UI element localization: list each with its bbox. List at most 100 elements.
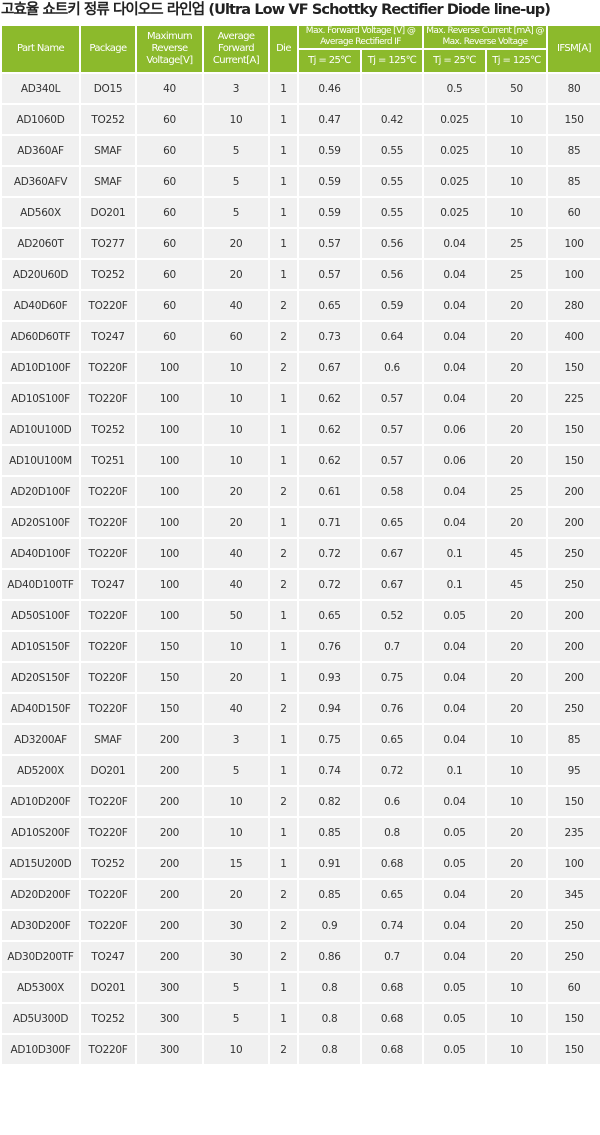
table-row: AD10S200F TO220F 200 10 1 0.85 0.8 0.05 20 235 [0,816,600,849]
cell-ifsm: 345 [546,878,600,911]
cell-vf-tj125: 0.57 [359,413,425,446]
table-row: AD40D100F TO220F 100 40 2 0.72 0.67 0.1 45 250 [0,537,600,570]
cell-die: 1 [268,227,299,260]
table-row: AD40D100TF TO247 100 40 2 0.72 0.67 0.1 45 250 [0,568,600,601]
cell-avg-forward-current: 5 [202,971,270,1004]
cell-vf-tj125: 0.7 [359,940,425,973]
cell-vf-tj125: 0.67 [359,537,425,570]
cell-package: TO220F [79,382,137,415]
table-row: AD3200AF SMAF 200 3 1 0.75 0.65 0.04 10 85 [0,723,600,756]
cell-vf-tj125: 0.75 [359,661,425,694]
cell-vf-tj25: 0.93 [297,661,362,694]
cell-package: SMAF [79,723,137,756]
cell-ifsm: 100 [546,847,600,880]
cell-vf-tj125: 0.59 [359,289,425,322]
cell-ir-tj125: 20 [485,599,549,632]
cell-package: TO252 [79,1002,137,1035]
cell-ifsm: 95 [546,754,600,787]
table-row: AD40D150F TO220F 150 40 2 0.94 0.76 0.04 20 250 [0,692,600,725]
cell-vf-tj125: 0.52 [359,599,425,632]
cell-max-reverse-voltage: 200 [135,723,204,756]
table-row: AD360AFV SMAF 60 5 1 0.59 0.55 0.025 10 85 [0,165,600,198]
table-row: AD10U100D TO252 100 10 1 0.62 0.57 0.06 20 150 [0,413,600,446]
cell-die: 1 [268,630,299,663]
cell-vf-tj125: 0.65 [359,506,425,539]
cell-ir-tj125: 10 [485,165,549,198]
cell-die: 1 [268,506,299,539]
cell-ifsm: 235 [546,816,600,849]
cell-ir-tj25: 0.04 [422,227,488,260]
cell-die: 2 [268,568,299,601]
cell-package: TO220F [79,351,137,384]
cell-avg-forward-current: 20 [202,878,270,911]
cell-ir-tj25: 0.04 [422,940,488,973]
header-max-reverse-current: Max. Reverse Current [mA] @ Max. Reverse… [422,24,549,50]
cell-part-name: AD360AFV [0,165,81,198]
cell-ir-tj25: 0.04 [422,258,488,291]
cell-ifsm: 150 [546,103,600,136]
cell-die: 2 [268,351,299,384]
cell-package: TO220F [79,506,137,539]
cell-ir-tj25: 0.06 [422,413,488,446]
cell-avg-forward-current: 30 [202,909,270,942]
cell-package: DO15 [79,72,137,105]
cell-die: 2 [268,785,299,818]
cell-ifsm: 150 [546,413,600,446]
header-package: Package [79,24,137,74]
cell-avg-forward-current: 40 [202,568,270,601]
cell-max-reverse-voltage: 200 [135,754,204,787]
cell-ifsm: 200 [546,661,600,694]
cell-ir-tj125: 20 [485,816,549,849]
cell-avg-forward-current: 5 [202,165,270,198]
table-row: AD10U100M TO251 100 10 1 0.62 0.57 0.06 20 150 [0,444,600,477]
cell-package: TO252 [79,413,137,446]
cell-max-reverse-voltage: 200 [135,816,204,849]
cell-ifsm: 200 [546,506,600,539]
cell-die: 1 [268,661,299,694]
cell-ir-tj125: 20 [485,506,549,539]
cell-ir-tj125: 10 [485,754,549,787]
cell-vf-tj125: 0.6 [359,351,425,384]
cell-die: 1 [268,1002,299,1035]
cell-avg-forward-current: 15 [202,847,270,880]
header-max-reverse-voltage: Maximum Reverse Voltage[V] [135,24,204,74]
cell-package: TO220F [79,630,137,663]
cell-max-reverse-voltage: 100 [135,351,204,384]
cell-ir-tj125: 10 [485,1002,549,1035]
cell-part-name: AD360AF [0,134,81,167]
cell-ir-tj25: 0.05 [422,599,488,632]
cell-vf-tj25: 0.59 [297,165,362,198]
cell-avg-forward-current: 10 [202,1033,270,1066]
cell-package: TO220F [79,289,137,322]
cell-vf-tj125: 0.7 [359,630,425,663]
cell-max-reverse-voltage: 100 [135,537,204,570]
cell-avg-forward-current: 20 [202,661,270,694]
cell-ir-tj125: 45 [485,568,549,601]
cell-avg-forward-current: 10 [202,785,270,818]
cell-die: 1 [268,196,299,229]
cell-max-reverse-voltage: 60 [135,289,204,322]
cell-max-reverse-voltage: 100 [135,413,204,446]
cell-ir-tj125: 25 [485,475,549,508]
cell-die: 1 [268,971,299,1004]
table-row: AD2060T TO277 60 20 1 0.57 0.56 0.04 25 100 [0,227,600,260]
cell-part-name: AD20U60D [0,258,81,291]
cell-ir-tj25: 0.04 [422,661,488,694]
cell-vf-tj25: 0.86 [297,940,362,973]
cell-vf-tj25: 0.76 [297,630,362,663]
cell-ir-tj25: 0.04 [422,320,488,353]
cell-max-reverse-voltage: 300 [135,1033,204,1066]
cell-max-reverse-voltage: 40 [135,72,204,105]
cell-ir-tj125: 10 [485,134,549,167]
cell-avg-forward-current: 20 [202,475,270,508]
cell-avg-forward-current: 60 [202,320,270,353]
cell-ir-tj25: 0.04 [422,475,488,508]
cell-package: TO220F [79,878,137,911]
cell-package: TO220F [79,785,137,818]
cell-vf-tj25: 0.8 [297,1033,362,1066]
cell-avg-forward-current: 40 [202,692,270,725]
cell-avg-forward-current: 10 [202,630,270,663]
table-row: AD20U60D TO252 60 20 1 0.57 0.56 0.04 25 100 [0,258,600,291]
cell-ifsm: 85 [546,165,600,198]
cell-vf-tj25: 0.9 [297,909,362,942]
